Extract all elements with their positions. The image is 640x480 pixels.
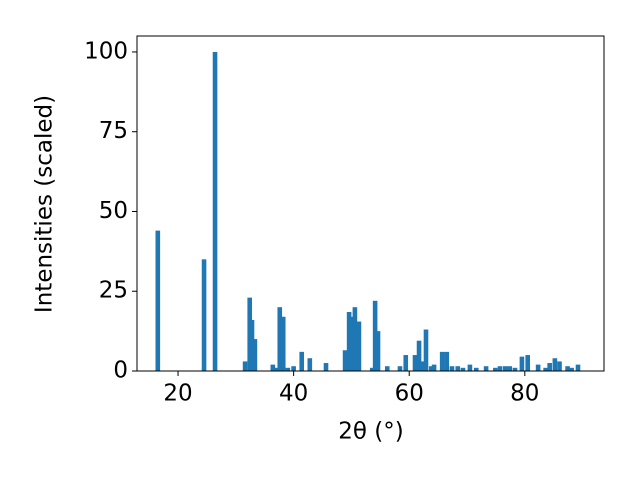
bar (543, 367, 548, 371)
y-tick-label: 50 (99, 198, 128, 224)
bar (201, 259, 207, 371)
bar (397, 366, 403, 371)
bar (342, 350, 348, 371)
bar (569, 367, 574, 371)
y-tick-label: 100 (84, 38, 128, 64)
plot-frame (136, 35, 605, 372)
x-axis-label: 2θ (°) (338, 419, 403, 445)
x-tick-label: 20 (163, 381, 192, 407)
bar (467, 364, 473, 371)
y-tick-label: 0 (113, 358, 128, 384)
bar (547, 363, 552, 371)
bar (372, 300, 378, 371)
bar (273, 367, 279, 371)
bar (403, 355, 409, 371)
bar (483, 366, 489, 371)
bar (291, 366, 296, 371)
bar (557, 361, 562, 371)
x-tick-label: 40 (279, 381, 308, 407)
bar (280, 316, 286, 371)
bar (423, 329, 429, 371)
bar (460, 367, 466, 371)
bar (444, 351, 450, 371)
bar (535, 364, 541, 371)
bar (155, 230, 161, 371)
bar (507, 366, 513, 371)
bar (349, 316, 355, 371)
y-axis-label: Intensities (scaled) (32, 95, 58, 313)
bar (439, 351, 445, 371)
bar (249, 319, 255, 371)
bar (416, 340, 422, 371)
y-tick-label: 75 (99, 118, 128, 144)
bar (455, 366, 461, 371)
bar (512, 367, 518, 371)
y-tick-label: 25 (99, 278, 128, 304)
bar (384, 366, 390, 371)
bar (285, 367, 291, 371)
bar (212, 51, 218, 371)
bar (352, 307, 358, 371)
bar (242, 361, 248, 371)
x-tick-label: 80 (510, 381, 539, 407)
bar (252, 339, 258, 371)
bar (356, 321, 362, 371)
x-tick-label: 60 (395, 381, 424, 407)
bar (552, 358, 558, 371)
bar (247, 297, 253, 371)
bar (375, 331, 381, 371)
bar (519, 356, 525, 371)
bar (493, 367, 498, 371)
bar (431, 364, 437, 371)
bar (565, 366, 570, 371)
bar (369, 367, 375, 371)
bar (307, 358, 313, 371)
bar (473, 367, 479, 371)
bar (270, 364, 276, 371)
bar (299, 351, 305, 371)
bar (419, 361, 425, 371)
bar (428, 366, 434, 371)
bar (525, 355, 531, 371)
bar (502, 366, 508, 371)
bar (412, 355, 418, 371)
bar (346, 311, 352, 371)
bar (449, 366, 455, 371)
bar (497, 366, 503, 371)
bar (277, 307, 283, 371)
bar (323, 363, 329, 371)
bar (575, 364, 581, 371)
